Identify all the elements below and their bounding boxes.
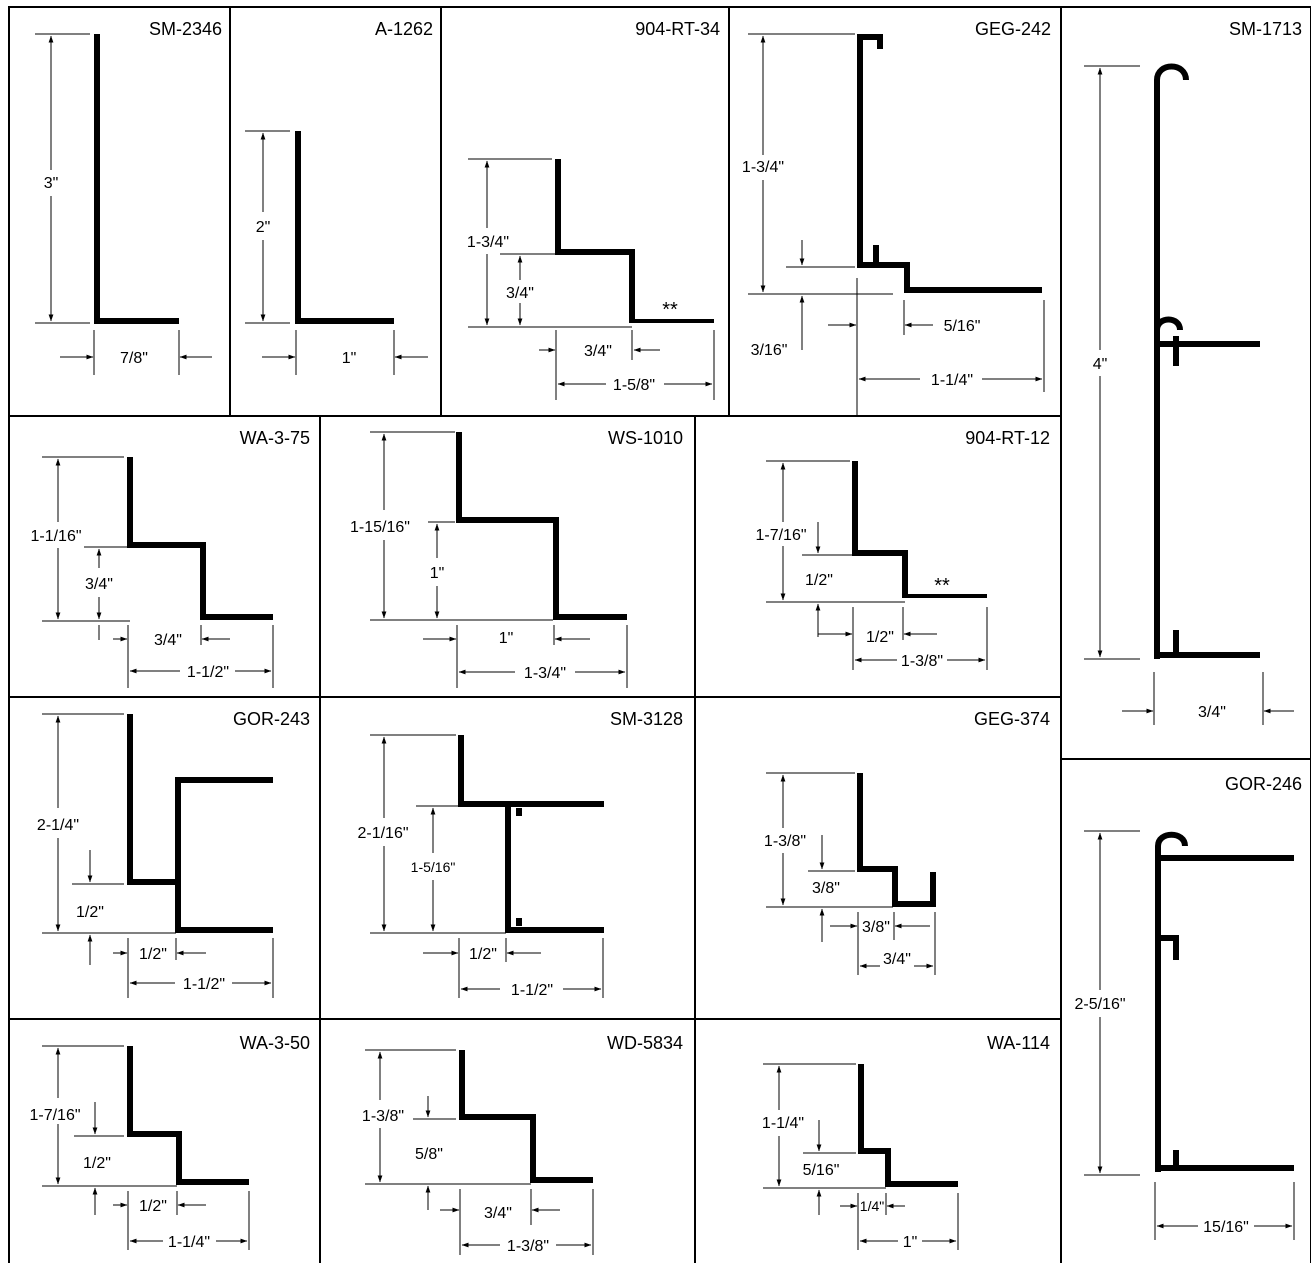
dim-label: 1-3/4" <box>742 159 784 176</box>
dim-label: 1/2" <box>83 1155 111 1172</box>
profile-wa-114 <box>858 1064 958 1187</box>
dim-label: 1-3/8" <box>764 833 806 850</box>
panel-title-sm-2346: SM-2346 <box>149 19 222 39</box>
dim-label: 3/4" <box>154 632 182 649</box>
dim-label: 15/16" <box>1203 1219 1249 1236</box>
dim-label: 1/2" <box>139 1198 167 1215</box>
dim-label: 7/8" <box>120 350 148 367</box>
dim-label: 1-1/16" <box>30 528 81 545</box>
dim-label: 3/8" <box>812 880 840 897</box>
dim-label: 3/4" <box>484 1205 512 1222</box>
dim-label: 1-7/16" <box>29 1107 80 1124</box>
profile-ws-1010 <box>456 432 627 620</box>
dim-label: 1-1/4" <box>931 372 973 389</box>
panel-title-wd-5834: WD-5834 <box>607 1033 683 1053</box>
dim-label: 3/4" <box>506 285 534 302</box>
panel-title-gor-246: GOR-246 <box>1225 774 1302 794</box>
dim-label: 1-1/2" <box>183 976 225 993</box>
panel-title-wa-3-75: WA-3-75 <box>240 428 310 448</box>
panel-title-geg-242: GEG-242 <box>975 19 1051 39</box>
dim-label: 3/4" <box>883 951 911 968</box>
dim-label: 1" <box>342 350 357 367</box>
profile-gor-246 <box>1155 831 1294 1172</box>
profile-wa-3-50 <box>127 1046 249 1185</box>
dim-label: 1-5/8" <box>613 377 655 394</box>
dim-label: 1/2" <box>866 629 894 646</box>
profile-sm-3128 <box>458 735 604 933</box>
dim-label: 5/16" <box>944 318 981 335</box>
dim-label: 2" <box>256 219 271 236</box>
dimension-lines <box>35 33 1295 1255</box>
dim-label: 1-1/2" <box>187 664 229 681</box>
dim-label: 2-1/4" <box>37 817 79 834</box>
dim-label: 1/4" <box>860 1198 884 1214</box>
panel-title-gor-243: GOR-243 <box>233 709 310 729</box>
panel-title-sm-3128: SM-3128 <box>610 709 683 729</box>
profile-a-1262 <box>295 131 394 324</box>
dim-label: 4" <box>1093 356 1108 373</box>
dim-label: 1" <box>430 565 445 582</box>
profile-sm-1713 <box>1154 63 1260 659</box>
note-asterisks: ** <box>934 575 950 597</box>
profile-gor-243 <box>127 714 273 933</box>
dim-label: 1/2" <box>139 946 167 963</box>
dim-label: 2-5/16" <box>1074 996 1125 1013</box>
panel-title-904-rt-12: 904-RT-12 <box>965 428 1050 448</box>
dim-label: 1-3/8" <box>507 1238 549 1255</box>
profile-904-rt-34 <box>555 159 635 323</box>
panel-title-sm-1713: SM-1713 <box>1229 19 1302 39</box>
dim-label: 1/2" <box>805 572 833 589</box>
note-asterisks: ** <box>662 299 678 321</box>
panel-title-geg-374: GEG-374 <box>974 709 1050 729</box>
panel-title-wa-3-50: WA-3-50 <box>240 1033 310 1053</box>
dim-label: 1-7/16" <box>755 527 806 544</box>
grid-frame <box>8 6 1311 1263</box>
dim-label: 5/8" <box>415 1146 443 1163</box>
dim-label: 1-1/4" <box>168 1234 210 1251</box>
dim-label: 1-15/16" <box>350 519 410 536</box>
dim-label: 3/4" <box>85 576 113 593</box>
profile-wa-3-75 <box>127 457 273 620</box>
dim-label: 3/16" <box>751 342 788 359</box>
panel-title-904-rt-34: 904-RT-34 <box>635 19 720 39</box>
dimension-labels: 3" 7/8" 2" 1" 1-3/4" 3/4" 3/4" 1-5/8" **… <box>29 159 1248 1255</box>
dim-label: 1-5/16" <box>411 859 456 875</box>
dim-label: 5/16" <box>803 1162 840 1179</box>
dim-label: 1-3/8" <box>901 653 943 670</box>
dim-label: 2-1/16" <box>357 825 408 842</box>
profile-geg-242 <box>857 34 1042 293</box>
dim-label: 1-3/4" <box>524 665 566 682</box>
panel-titles: SM-2346 A-1262 904-RT-34 GEG-242 SM-1713… <box>149 19 1302 1053</box>
profile-wd-5834 <box>459 1050 593 1183</box>
profiles <box>94 34 1294 1187</box>
profile-sm-2346 <box>94 34 179 324</box>
dim-label: 3" <box>44 175 59 192</box>
dim-label: 1-3/8" <box>362 1108 404 1125</box>
dim-label: 1" <box>903 1234 918 1251</box>
dim-label: 1-1/2" <box>511 982 553 999</box>
dim-label: 3/8" <box>862 919 890 936</box>
profile-geg-374 <box>857 773 936 907</box>
dim-label: 1-1/4" <box>762 1115 804 1132</box>
panel-title-a-1262: A-1262 <box>375 19 433 39</box>
dim-label: 1" <box>499 630 514 647</box>
dim-label: 3/4" <box>584 343 612 360</box>
profile-904-rt-12 <box>852 461 908 598</box>
panel-title-ws-1010: WS-1010 <box>608 428 683 448</box>
dim-label: 1/2" <box>76 904 104 921</box>
panel-title-wa-114: WA-114 <box>987 1033 1050 1053</box>
dim-label: 1-3/4" <box>467 234 509 251</box>
dim-label: 3/4" <box>1198 704 1226 721</box>
dim-label: 1/2" <box>469 946 497 963</box>
